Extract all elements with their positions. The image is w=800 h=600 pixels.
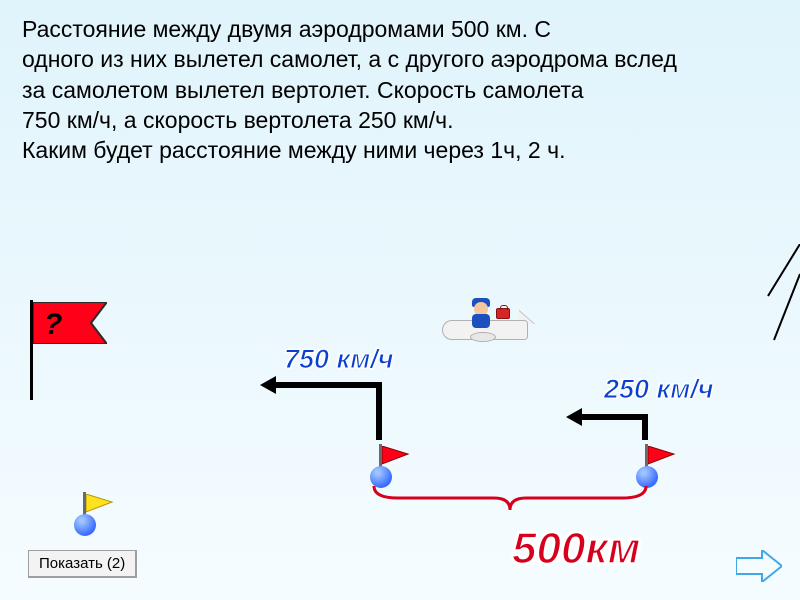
problem-line-2: одного из них вылетел самолет, а с друго… [22, 44, 782, 74]
problem-line-4: 750 км/ч, а скорость вертолета 250 км/ч. [22, 105, 782, 135]
distance-brace [368, 484, 652, 512]
decorative-lines [760, 244, 800, 364]
flag-pennant [648, 446, 676, 466]
airplane-icon [438, 288, 534, 346]
arrow-shaft-h [580, 414, 648, 420]
plane-speed-label: 750 км/ч [284, 344, 393, 375]
flag-base [74, 514, 96, 536]
arrow-head [260, 376, 276, 394]
problem-line-1: Расстояние между двумя аэродромами 500 к… [22, 14, 782, 44]
problem-text: Расстояние между двумя аэродромами 500 к… [22, 14, 782, 166]
arrow-head [566, 408, 582, 426]
heli-speed-label: 250 км/ч [604, 374, 713, 405]
problem-line-5: Каким будет расстояние между ними через … [22, 135, 782, 165]
problem-line-3: за самолетом вылетел вертолет. Скорость … [22, 75, 782, 105]
distance-label: 500км [512, 524, 640, 574]
next-arrow-button[interactable] [736, 550, 782, 582]
arrow-shaft-h [274, 382, 382, 388]
show-button[interactable]: Показать (2) [28, 550, 137, 578]
flag-pennant [382, 446, 410, 466]
arrow-shaft-v [642, 414, 648, 440]
flag-pennant [86, 494, 114, 514]
arrow-shaft-v [376, 382, 382, 440]
question-mark: ? [44, 308, 62, 342]
